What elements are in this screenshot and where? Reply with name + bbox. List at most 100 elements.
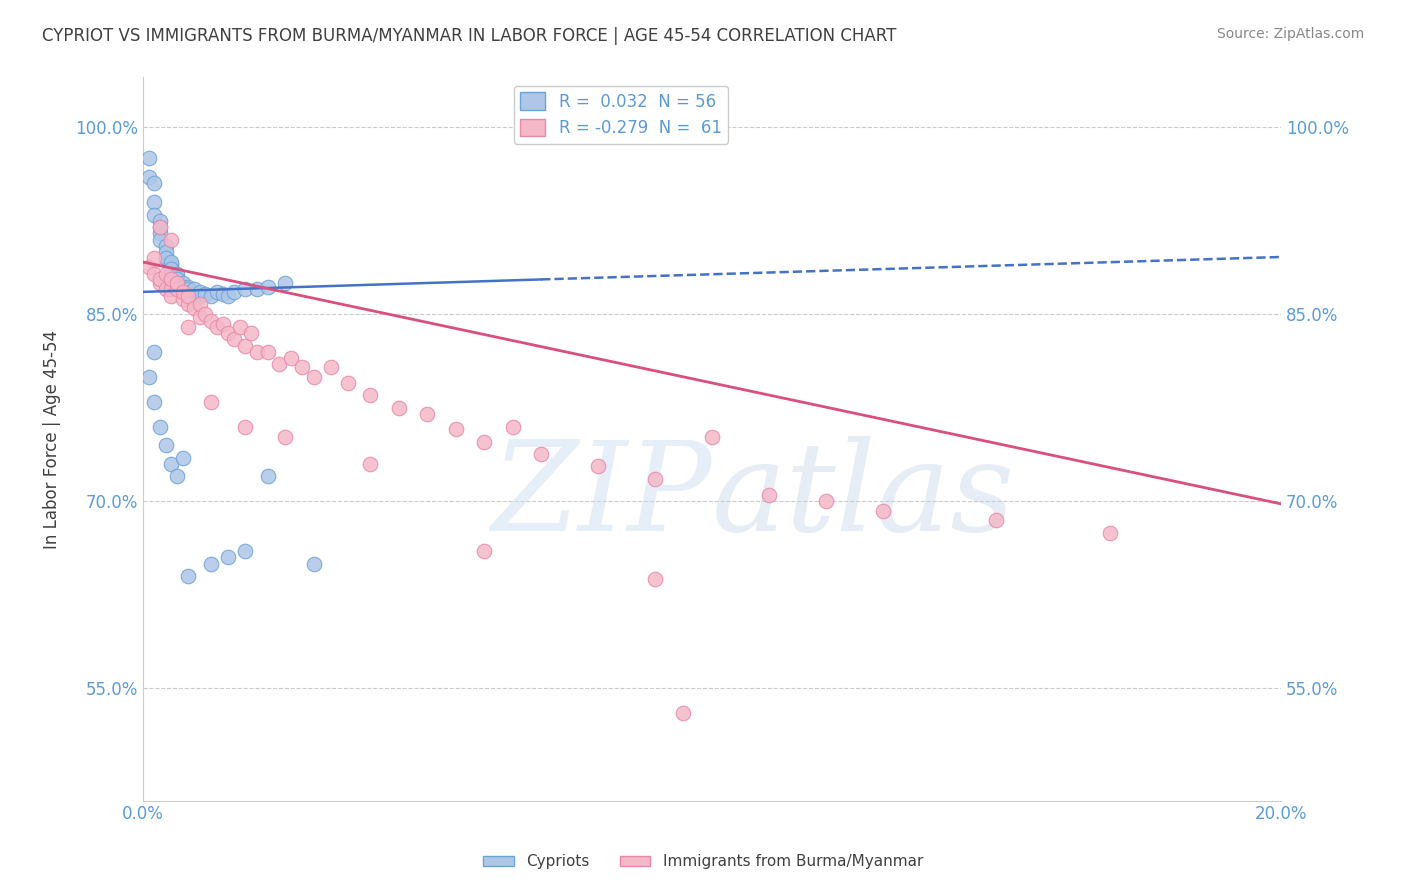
Point [233, 282, 256, 296]
Point [257, 280, 280, 294]
Point [172, 282, 194, 296]
Text: ZIP: ZIP [492, 436, 711, 558]
Point [149, 220, 172, 235]
Point [233, 419, 256, 434]
Point [183, 301, 205, 315]
Point [246, 344, 269, 359]
Point [149, 272, 172, 286]
Point [155, 245, 177, 260]
Point [183, 282, 205, 296]
Point [177, 288, 200, 302]
Point [160, 272, 183, 286]
Point [200, 288, 222, 302]
Point [644, 572, 666, 586]
Point [257, 469, 280, 483]
Point [280, 351, 302, 365]
Point [183, 287, 205, 301]
Point [274, 429, 297, 443]
Point [217, 288, 239, 302]
Point [177, 297, 200, 311]
Point [166, 276, 188, 290]
Point [644, 472, 666, 486]
Point [416, 407, 439, 421]
Point [758, 488, 780, 502]
Point [149, 276, 172, 290]
Point [233, 338, 256, 352]
Point [222, 285, 245, 299]
Point [172, 285, 194, 299]
Point [211, 318, 233, 332]
Point [143, 195, 166, 210]
Point [143, 394, 166, 409]
Point [502, 419, 524, 434]
Point [302, 557, 325, 571]
Point [211, 287, 233, 301]
Point [1099, 525, 1122, 540]
Point [291, 359, 314, 374]
Text: CYPRIOT VS IMMIGRANTS FROM BURMA/MYANMAR IN LABOR FORCE | AGE 45-54 CORRELATION : CYPRIOT VS IMMIGRANTS FROM BURMA/MYANMAR… [42, 27, 897, 45]
Point [160, 457, 183, 471]
Point [149, 227, 172, 241]
Point [172, 276, 194, 290]
Point [160, 288, 183, 302]
Point [233, 544, 256, 558]
Point [143, 252, 166, 266]
Text: atlas: atlas [711, 436, 1015, 558]
Point [143, 208, 166, 222]
Point [986, 513, 1008, 527]
Point [160, 262, 183, 277]
Point [155, 438, 177, 452]
Point [166, 469, 188, 483]
Point [319, 359, 342, 374]
Point [155, 252, 177, 266]
Point [188, 288, 211, 302]
Point [160, 260, 183, 274]
Point [172, 450, 194, 465]
Point [360, 457, 382, 471]
Point [240, 326, 263, 340]
Point [257, 344, 280, 359]
Point [149, 214, 172, 228]
Point [160, 233, 183, 247]
Point [472, 434, 495, 449]
Point [472, 544, 495, 558]
Point [138, 152, 160, 166]
Point [205, 285, 228, 299]
Point [166, 269, 188, 284]
Point [188, 297, 211, 311]
Point [143, 344, 166, 359]
Point [194, 307, 217, 321]
Point [228, 319, 250, 334]
Point [222, 332, 245, 346]
Point [155, 239, 177, 253]
Point [172, 293, 194, 307]
Point [149, 233, 172, 247]
Point [388, 401, 411, 415]
Point [246, 282, 269, 296]
Point [200, 557, 222, 571]
Point [205, 319, 228, 334]
Point [188, 310, 211, 324]
Point [700, 429, 723, 443]
Point [274, 276, 297, 290]
Point [269, 357, 291, 371]
Point [444, 422, 467, 436]
Point [138, 369, 160, 384]
Point [166, 276, 188, 290]
Point [188, 285, 211, 299]
Point [166, 268, 188, 282]
Point [138, 260, 160, 274]
Point [160, 282, 183, 296]
Point [160, 257, 183, 271]
Point [149, 419, 172, 434]
Point [586, 459, 609, 474]
Point [177, 285, 200, 299]
Y-axis label: In Labor Force | Age 45-54: In Labor Force | Age 45-54 [44, 329, 60, 549]
Point [814, 494, 837, 508]
Point [155, 282, 177, 296]
Point [155, 268, 177, 282]
Point [166, 282, 188, 296]
Point [530, 447, 553, 461]
Point [217, 550, 239, 565]
Point [149, 220, 172, 235]
